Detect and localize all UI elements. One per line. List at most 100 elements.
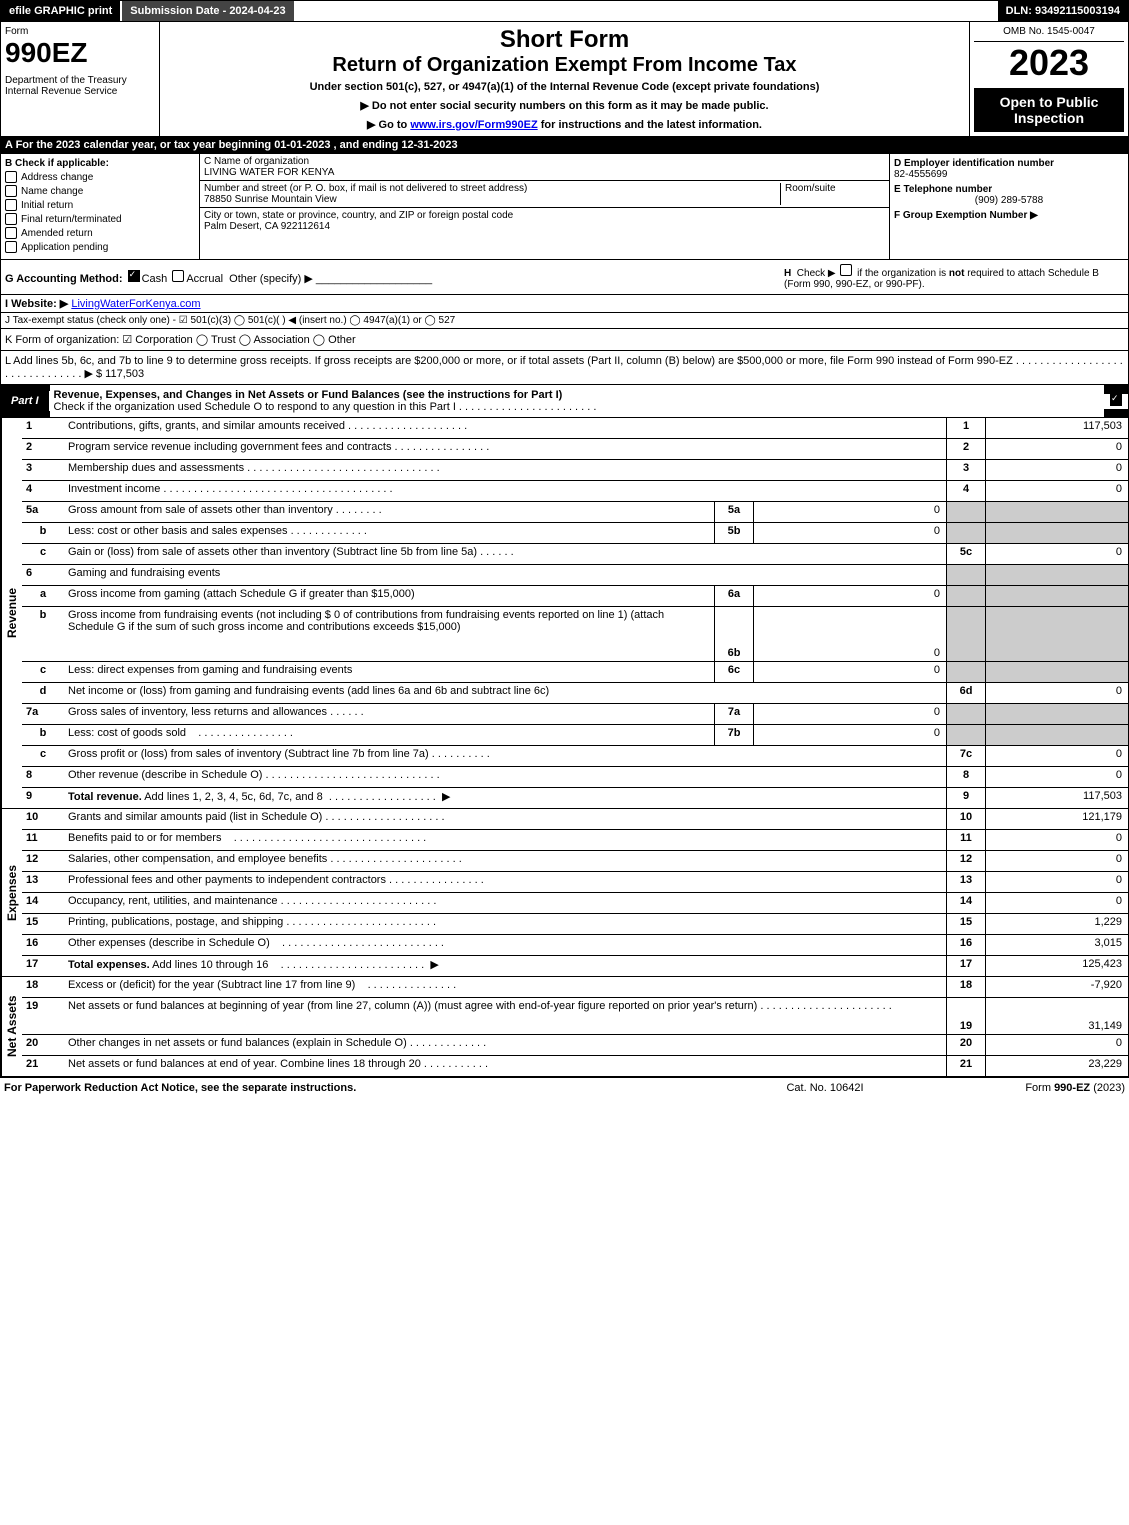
part-i-title: Revenue, Expenses, and Changes in Net As…: [50, 385, 1104, 417]
omb-number: OMB No. 1545-0047: [974, 26, 1124, 42]
line-8-value: 0: [985, 767, 1128, 787]
check-initial-return[interactable]: Initial return: [5, 199, 195, 211]
check-application-pending[interactable]: Application pending: [5, 241, 195, 253]
line-18: 18 Excess or (deficit) for the year (Sub…: [22, 977, 1128, 998]
return-title: Return of Organization Exempt From Incom…: [164, 54, 965, 77]
header-left: Form 990EZ Department of the Treasury In…: [1, 22, 160, 136]
line-9: 9 Total revenue. Add lines 1, 2, 3, 4, 5…: [22, 788, 1128, 808]
line-6: 6 Gaming and fundraising events: [22, 565, 1128, 586]
check-amended-return[interactable]: Amended return: [5, 227, 195, 239]
line-1-value: 117,503: [985, 418, 1128, 438]
part-i-tab: Part I: [1, 391, 50, 411]
under-section: Under section 501(c), 527, or 4947(a)(1)…: [164, 81, 965, 93]
tax-year: 2023: [974, 42, 1124, 84]
line-21-value: 23,229: [985, 1056, 1128, 1076]
check-address-change[interactable]: Address change: [5, 171, 195, 183]
row-i: I Website: ▶ LivingWaterForKenya.com: [0, 295, 1129, 313]
goto-line: ▶ Go to www.irs.gov/Form990EZ for instru…: [164, 118, 965, 131]
line-13: 13 Professional fees and other payments …: [22, 872, 1128, 893]
line-6d: d Net income or (loss) from gaming and f…: [22, 683, 1128, 704]
row-l: L Add lines 5b, 6c, and 7b to line 9 to …: [0, 351, 1129, 385]
line-6b-value: 0: [753, 607, 946, 661]
line-1: 1 Contributions, gifts, grants, and simi…: [22, 418, 1128, 439]
check-name-change[interactable]: Name change: [5, 185, 195, 197]
line-5c-value: 0: [985, 544, 1128, 564]
section-c: C Name of organization LIVING WATER FOR …: [200, 154, 890, 259]
line-17-value: 125,423: [985, 956, 1128, 976]
line-14: 14 Occupancy, rent, utilities, and maint…: [22, 893, 1128, 914]
revenue-side-label: Revenue: [1, 418, 22, 808]
line-7a: 7a Gross sales of inventory, less return…: [22, 704, 1128, 725]
revenue-section: Revenue 1 Contributions, gifts, grants, …: [0, 418, 1129, 809]
check-final-return[interactable]: Final return/terminated: [5, 213, 195, 225]
line-13-value: 0: [985, 872, 1128, 892]
line-2-value: 0: [985, 439, 1128, 459]
line-20-value: 0: [985, 1035, 1128, 1055]
org-name-label: C Name of organization: [204, 156, 885, 167]
top-bar: efile GRAPHIC print Submission Date - 20…: [0, 0, 1129, 22]
line-6d-value: 0: [985, 683, 1128, 703]
section-h: H Check ▶ if the organization is not req…: [784, 264, 1124, 290]
line-19: 19 Net assets or fund balances at beginn…: [22, 998, 1128, 1035]
line-7a-value: 0: [753, 704, 946, 724]
line-15-value: 1,229: [985, 914, 1128, 934]
line-7b-value: 0: [753, 725, 946, 745]
line-12: 12 Salaries, other compensation, and emp…: [22, 851, 1128, 872]
line-14-value: 0: [985, 893, 1128, 913]
check-accrual[interactable]: [172, 270, 184, 282]
line-15: 15 Printing, publications, postage, and …: [22, 914, 1128, 935]
city-value: Palm Desert, CA 922112614: [204, 221, 885, 232]
net-assets-section: Net Assets 18 Excess or (deficit) for th…: [0, 977, 1129, 1077]
line-16: 16 Other expenses (describe in Schedule …: [22, 935, 1128, 956]
efile-print-label[interactable]: efile GRAPHIC print: [1, 1, 120, 21]
section-b-title: B Check if applicable:: [5, 158, 195, 169]
page-footer: For Paperwork Reduction Act Notice, see …: [0, 1077, 1129, 1098]
part-i-check[interactable]: [1104, 394, 1128, 409]
paperwork-notice: For Paperwork Reduction Act Notice, see …: [4, 1082, 725, 1094]
line-6b: b Gross income from fundraising events (…: [22, 607, 1128, 662]
line-6a-value: 0: [753, 586, 946, 606]
section-a-tax-year: A For the 2023 calendar year, or tax yea…: [0, 137, 1129, 154]
website-link[interactable]: LivingWaterForKenya.com: [71, 298, 200, 310]
form-label: Form: [5, 26, 155, 37]
dln-label: DLN: 93492115003194: [998, 1, 1128, 21]
form-number: 990EZ: [5, 37, 155, 69]
line-17: 17 Total expenses. Add lines 10 through …: [22, 956, 1128, 976]
line-19-value: 31,149: [985, 998, 1128, 1034]
section-b: B Check if applicable: Address change Na…: [1, 154, 200, 259]
line-7c: c Gross profit or (loss) from sales of i…: [22, 746, 1128, 767]
line-7b: b Less: cost of goods sold . . . . . . .…: [22, 725, 1128, 746]
row-gh: G Accounting Method: Cash Accrual Other …: [0, 260, 1129, 295]
phone-value: (909) 289-5788: [894, 195, 1124, 206]
line-10-value: 121,179: [985, 809, 1128, 829]
ein-value: 82-4555699: [894, 169, 947, 180]
line-5a-value: 0: [753, 502, 946, 522]
city-label: City or town, state or province, country…: [204, 210, 885, 221]
form-ref: Form 990-EZ (2023): [925, 1082, 1125, 1094]
expenses-section: Expenses 10 Grants and similar amounts p…: [0, 809, 1129, 977]
header-center: Short Form Return of Organization Exempt…: [160, 22, 969, 136]
line-18-value: -7,920: [985, 977, 1128, 997]
line-7c-value: 0: [985, 746, 1128, 766]
line-21: 21 Net assets or fund balances at end of…: [22, 1056, 1128, 1076]
org-name: LIVING WATER FOR KENYA: [204, 167, 885, 178]
row-j: J Tax-exempt status (check only one) - ☑…: [0, 313, 1129, 329]
submission-date: Submission Date - 2024-04-23: [120, 1, 293, 21]
accounting-method: G Accounting Method: Cash Accrual Other …: [5, 270, 784, 285]
line-12-value: 0: [985, 851, 1128, 871]
irs-link[interactable]: www.irs.gov/Form990EZ: [410, 119, 537, 131]
line-8: 8 Other revenue (describe in Schedule O)…: [22, 767, 1128, 788]
ein-label: D Employer identification number: [894, 158, 1054, 169]
line-5b: b Less: cost or other basis and sales ex…: [22, 523, 1128, 544]
line-6a: a Gross income from gaming (attach Sched…: [22, 586, 1128, 607]
group-exemption-label: F Group Exemption Number ▶: [894, 210, 1038, 221]
check-cash[interactable]: [128, 270, 140, 282]
dept-treasury: Department of the Treasury Internal Reve…: [5, 75, 155, 97]
street-label: Number and street (or P. O. box, if mail…: [204, 183, 780, 194]
check-schedule-b-not-required[interactable]: [840, 264, 852, 276]
info-block: B Check if applicable: Address change Na…: [0, 154, 1129, 260]
part-i-header: Part I Revenue, Expenses, and Changes in…: [0, 385, 1129, 418]
open-to-public: Open to Public Inspection: [974, 88, 1124, 132]
line-3-value: 0: [985, 460, 1128, 480]
line-4: 4 Investment income . . . . . . . . . . …: [22, 481, 1128, 502]
